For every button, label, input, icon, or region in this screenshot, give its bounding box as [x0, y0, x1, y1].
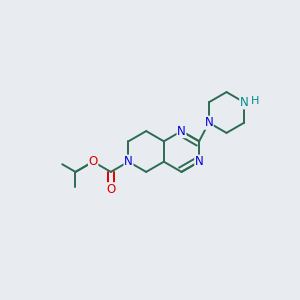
Text: H: H [251, 96, 260, 106]
Text: N: N [177, 124, 186, 138]
Text: N: N [124, 155, 133, 168]
Text: O: O [106, 183, 116, 196]
Text: N: N [205, 116, 213, 129]
Text: N: N [195, 155, 203, 168]
Text: N: N [240, 96, 248, 109]
Text: O: O [88, 155, 98, 168]
